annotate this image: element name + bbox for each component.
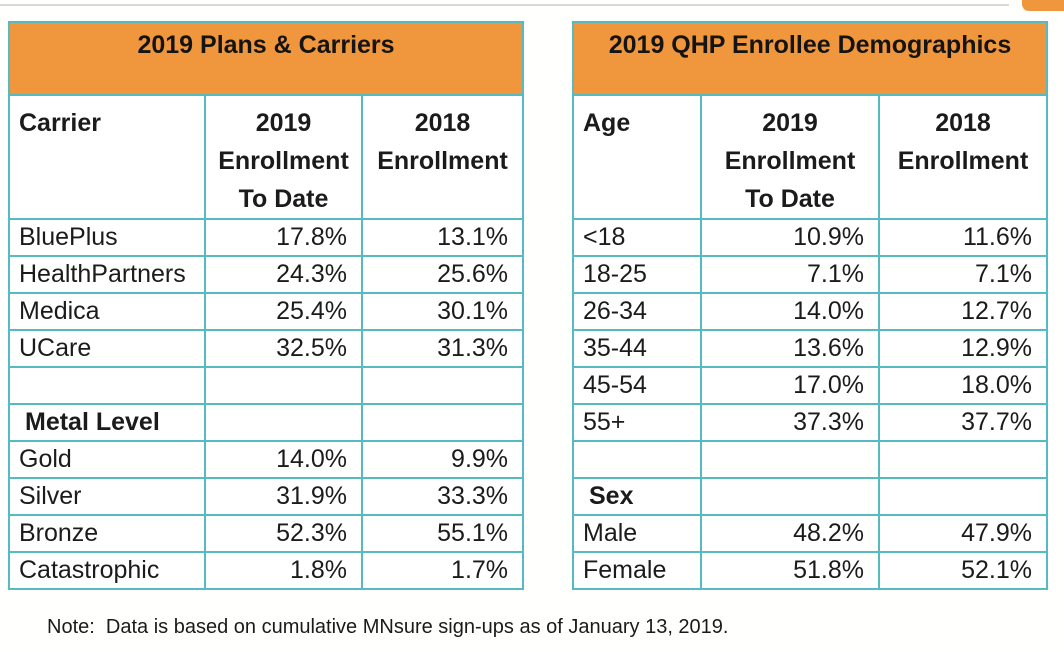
row-label: Sex [572, 477, 702, 516]
value-2018-enrollment: 13.1% [360, 218, 525, 257]
table-row: Sex [572, 477, 1048, 516]
value-2019-enrollment: 51.8% [700, 551, 880, 590]
row-label: Catastrophic [8, 551, 206, 590]
row-label: Gold [8, 440, 206, 479]
row-label: Silver [8, 477, 206, 516]
row-label: UCare [8, 329, 206, 368]
column-header-carrier: Carrier [8, 94, 206, 220]
value-2018-enrollment: 31.3% [360, 329, 525, 368]
column-header-2019-enrollment: 2019 Enrollment To Date [204, 94, 363, 220]
row-label: 35-44 [572, 329, 702, 368]
row-label: Male [572, 514, 702, 553]
value-2019-enrollment: 10.9% [700, 218, 880, 257]
table-row: 55+ 37.3% 37.7% [572, 403, 1048, 442]
table-row: Silver 31.9% 33.3% [8, 477, 525, 516]
value-2018-enrollment: 18.0% [878, 366, 1048, 405]
table-row: Bronze 52.3% 55.1% [8, 514, 525, 553]
value-2018-enrollment: 12.7% [878, 292, 1048, 331]
value-2019-enrollment: 17.0% [700, 366, 880, 405]
value-2018-enrollment: 30.1% [360, 292, 525, 331]
value-2019-enrollment: 31.9% [204, 477, 363, 516]
table-row: BluePlus 17.8% 13.1% [8, 218, 525, 257]
value-2018-enrollment: 52.1% [878, 551, 1048, 590]
value-2018-enrollment: 37.7% [878, 403, 1048, 442]
value-2019-enrollment [700, 477, 880, 516]
value-2019-enrollment: 37.3% [700, 403, 880, 442]
table-row: Gold 14.0% 9.9% [8, 440, 525, 479]
column-header-row: Age 2019 Enrollment To Date 2018 Enrollm… [572, 94, 1048, 220]
table-row: Catastrophic 1.8% 1.7% [8, 551, 525, 590]
table-row: HealthPartners 24.3% 25.6% [8, 255, 525, 294]
value-2019-enrollment [204, 403, 363, 442]
row-label: 55+ [572, 403, 702, 442]
value-2018-enrollment: 55.1% [360, 514, 525, 553]
column-header-2019-enrollment: 2019 Enrollment To Date [700, 94, 880, 220]
value-2018-enrollment [360, 366, 525, 405]
value-2019-enrollment [204, 366, 363, 405]
value-2018-enrollment [878, 440, 1048, 479]
value-2019-enrollment: 14.0% [700, 292, 880, 331]
column-header-2018-enrollment: 2018 Enrollment [360, 94, 525, 220]
table-row: Medica 25.4% 30.1% [8, 292, 525, 331]
value-2019-enrollment: 24.3% [204, 255, 363, 294]
top-divider-line [0, 4, 1009, 6]
value-2019-enrollment: 7.1% [700, 255, 880, 294]
table-row: UCare 32.5% 31.3% [8, 329, 525, 368]
value-2019-enrollment: 52.3% [204, 514, 363, 553]
table-title-row: 2019 Plans & Carriers [7, 21, 525, 96]
table-row [572, 440, 1048, 479]
column-header-age: Age [572, 94, 702, 220]
value-2019-enrollment [700, 440, 880, 479]
qhp-demographics-table: 2019 QHP Enrollee Demographics Age 2019 … [572, 21, 1048, 590]
orange-corner-tab [1022, 0, 1064, 11]
row-label: 18-25 [572, 255, 702, 294]
row-label [572, 440, 702, 479]
row-label: 45-54 [572, 366, 702, 405]
table-title-row: 2019 QHP Enrollee Demographics [572, 21, 1048, 96]
column-header-row: Carrier 2019 Enrollment To Date 2018 Enr… [8, 94, 525, 220]
row-label: Medica [8, 292, 206, 331]
table-row: 35-44 13.6% 12.9% [572, 329, 1048, 368]
row-label: Bronze [8, 514, 206, 553]
value-2018-enrollment: 33.3% [360, 477, 525, 516]
value-2019-enrollment: 13.6% [700, 329, 880, 368]
row-label: HealthPartners [8, 255, 206, 294]
value-2018-enrollment: 25.6% [360, 255, 525, 294]
note-text: Note: Data is based on cumulative MNsure… [47, 616, 729, 638]
row-label: Female [572, 551, 702, 590]
value-2018-enrollment: 11.6% [878, 218, 1048, 257]
value-2018-enrollment: 9.9% [360, 440, 525, 479]
value-2019-enrollment: 1.8% [204, 551, 363, 590]
table-row: Metal Level [8, 403, 525, 442]
value-2018-enrollment [360, 403, 525, 442]
row-label: BluePlus [8, 218, 206, 257]
value-2018-enrollment: 7.1% [878, 255, 1048, 294]
value-2018-enrollment [878, 477, 1048, 516]
value-2019-enrollment: 25.4% [204, 292, 363, 331]
table-row [8, 366, 525, 405]
table-row: 45-54 17.0% 18.0% [572, 366, 1048, 405]
plans-carriers-table: 2019 Plans & Carriers Carrier 2019 Enrol… [7, 21, 525, 590]
value-2019-enrollment: 32.5% [204, 329, 363, 368]
row-label: 26-34 [572, 292, 702, 331]
row-label: Metal Level [8, 403, 206, 442]
table-row: Male 48.2% 47.9% [572, 514, 1048, 553]
value-2019-enrollment: 17.8% [204, 218, 363, 257]
value-2019-enrollment: 48.2% [700, 514, 880, 553]
value-2018-enrollment: 12.9% [878, 329, 1048, 368]
qhp-demographics-table-title: 2019 QHP Enrollee Demographics [572, 21, 1048, 96]
value-2018-enrollment: 47.9% [878, 514, 1048, 553]
row-label [8, 366, 206, 405]
table-row: <18 10.9% 11.6% [572, 218, 1048, 257]
plans-carriers-table-title: 2019 Plans & Carriers [7, 21, 525, 96]
table-row: 26-34 14.0% 12.7% [572, 292, 1048, 331]
table-row: 18-25 7.1% 7.1% [572, 255, 1048, 294]
column-header-2018-enrollment: 2018 Enrollment [878, 94, 1048, 220]
row-label: <18 [572, 218, 702, 257]
value-2019-enrollment: 14.0% [204, 440, 363, 479]
value-2018-enrollment: 1.7% [360, 551, 525, 590]
table-row: Female 51.8% 52.1% [572, 551, 1048, 590]
